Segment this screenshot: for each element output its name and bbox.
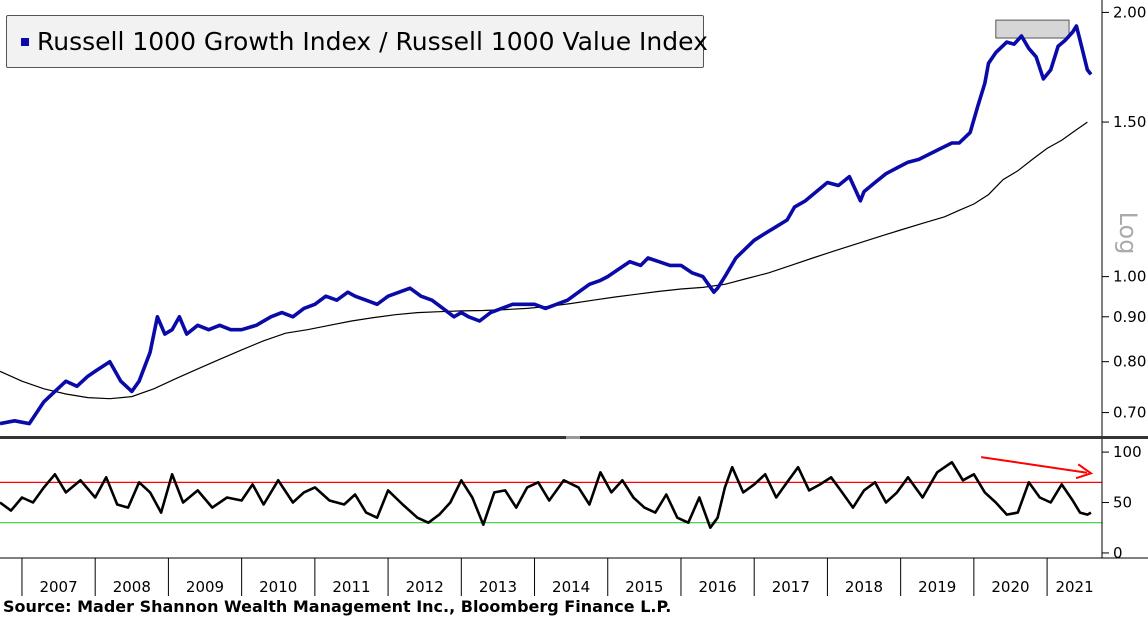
x-tick-label: 2012 [406,578,444,596]
y-tick-label: 100 [1113,443,1142,461]
x-tick-label: 2013 [479,578,517,596]
source-note: Source: Mader Shannon Wealth Management … [3,597,672,616]
x-tick-label: 2010 [259,578,297,596]
y-tick-label: 2.00 [1113,3,1146,21]
y-tick-label: 0 [1113,544,1123,562]
x-tick-label: 2007 [39,578,77,596]
y-tick-label: 50 [1113,494,1132,512]
trend-arrow-head [1075,463,1094,480]
highlight-band [995,19,1070,39]
rsi-line [0,460,1092,530]
x-tick-label: 2008 [113,578,151,596]
y-tick-label: 0.90 [1113,308,1146,326]
x-tick-label: 2017 [772,578,810,596]
x-tick-label: 2014 [552,578,590,596]
trend-arrow-line [981,456,1088,474]
legend-swatch [21,38,29,46]
y-tick-label: 0.80 [1113,353,1146,371]
divider-handle [566,436,580,439]
x-tick-label: 2019 [918,578,956,596]
moving-average-line [0,121,1088,400]
y-tick-label: 0.70 [1113,404,1146,422]
x-tick-label: 2020 [991,578,1029,596]
x-tick-label: 2016 [698,578,736,596]
y-tick-label: 1.00 [1113,268,1146,286]
ratio-series-line [0,24,1093,426]
legend-label: Russell 1000 Growth Index / Russell 1000… [37,27,708,56]
y-scale-label: Log [1114,212,1142,255]
legend: Russell 1000 Growth Index / Russell 1000… [6,15,708,68]
y-tick-label: 1.50 [1113,113,1146,131]
x-axis: 2007 2008 2009 2010 2011 2012 2013 2014 2015 2016… [21,558,1094,596]
x-tick-label: 2015 [625,578,663,596]
x-tick-label: 2021 [1055,578,1093,596]
x-tick-label: 2011 [332,578,370,596]
top-panel: 0.70 0.80 0.90 1.00 1.50 2.00 Log [0,3,1146,426]
bottom-panel: 0 50 100 [0,443,1142,562]
x-tick-label: 2018 [845,578,883,596]
x-tick-label: 2009 [186,578,224,596]
